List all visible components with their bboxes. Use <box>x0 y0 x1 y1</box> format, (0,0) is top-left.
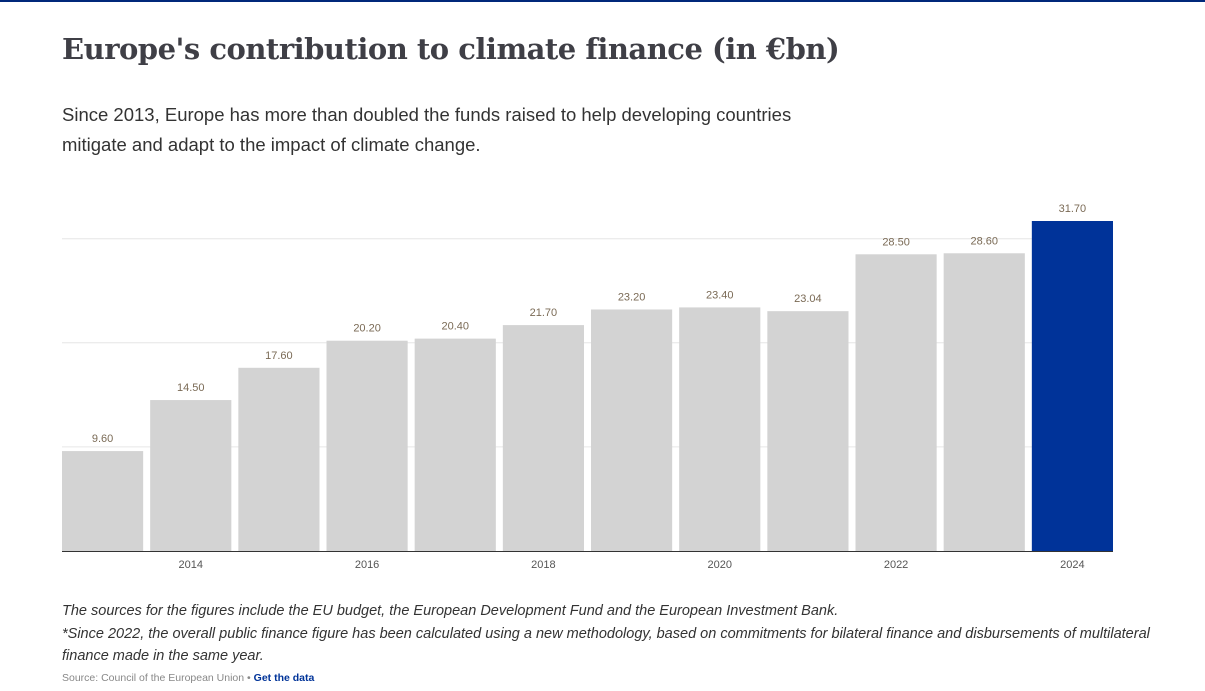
x-tick-2024: 2024 <box>1060 559 1084 571</box>
x-tick-2016: 2016 <box>355 559 379 571</box>
bar-2015 <box>238 367 320 551</box>
data-label-2018: 21.70 <box>530 307 558 319</box>
x-tick-2020: 2020 <box>708 559 732 571</box>
bar-2018 <box>502 325 584 551</box>
source-line: Source: Council of the European Union • … <box>62 672 314 684</box>
bar-2023 <box>943 253 1025 551</box>
data-label-2019: 23.20 <box>618 291 646 303</box>
bar-2014 <box>150 400 232 551</box>
x-tick-2018: 2018 <box>531 559 555 571</box>
data-label-2017: 20.40 <box>441 321 469 333</box>
source-text: Source: Council of the European Union <box>62 672 245 684</box>
data-label-2020: 23.40 <box>706 289 734 301</box>
data-label-2013: 9.60 <box>92 433 113 445</box>
bar-2020 <box>679 307 761 551</box>
bar-2021 <box>767 311 849 551</box>
bar-chart: 9.60 14.50 2014 17.60 20.20 2016 20.40 21.70 201… <box>62 203 1113 571</box>
bar-2016 <box>326 340 408 551</box>
x-tick-2022: 2022 <box>884 559 908 571</box>
get-the-data-link[interactable]: Get the data <box>253 672 315 684</box>
bar-2017 <box>414 338 496 551</box>
chart-title: Europe's contribution to climate finance… <box>62 32 840 66</box>
x-tick-2014: 2014 <box>179 559 203 571</box>
note-sources: The sources for the figures include the … <box>62 603 839 619</box>
data-label-2015: 17.60 <box>265 350 293 362</box>
source-separator: • <box>247 672 251 684</box>
chart-notes: The sources for the figures include the … <box>62 600 1162 668</box>
bar-2022 <box>855 254 937 551</box>
data-label-2014: 14.50 <box>177 382 205 394</box>
note-methodology: *Since 2022, the overall public finance … <box>62 625 1150 665</box>
bar-2013 <box>62 451 144 551</box>
chart-subtitle: Since 2013, Europe has more than doubled… <box>62 104 792 155</box>
data-label-2021: 23.04 <box>794 293 822 305</box>
bar-2019 <box>591 309 673 551</box>
data-label-2016: 20.20 <box>353 323 381 335</box>
data-label-2022: 28.50 <box>882 236 910 248</box>
data-label-2024: 31.70 <box>1059 203 1087 215</box>
bar-2024 <box>1031 221 1113 551</box>
data-label-2023: 28.60 <box>970 235 998 247</box>
